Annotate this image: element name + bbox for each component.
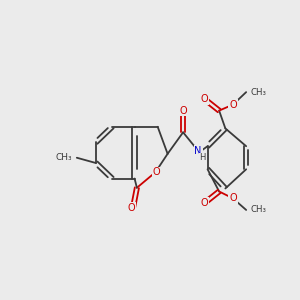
Text: O: O (128, 203, 136, 213)
Text: CH₃: CH₃ (251, 88, 267, 97)
Text: O: O (201, 198, 208, 208)
Text: O: O (153, 167, 160, 177)
Text: N: N (194, 146, 202, 156)
Text: O: O (201, 94, 208, 104)
Text: O: O (179, 106, 187, 116)
Text: CH₃: CH₃ (55, 153, 72, 162)
Text: CH₃: CH₃ (251, 206, 267, 214)
Text: H: H (200, 154, 206, 163)
Text: O: O (229, 194, 237, 203)
Text: O: O (229, 100, 237, 110)
